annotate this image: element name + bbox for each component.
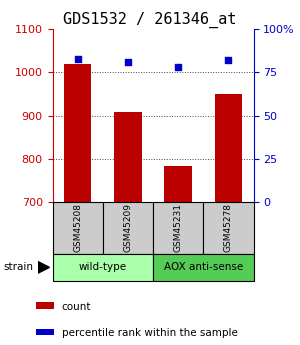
Text: AOX anti-sense: AOX anti-sense: [164, 263, 243, 272]
Bar: [52, 202, 103, 254]
Text: GSM45209: GSM45209: [123, 203, 132, 252]
Bar: [214, 94, 242, 202]
Text: percentile rank within the sample: percentile rank within the sample: [61, 328, 237, 338]
Bar: [52, 254, 153, 281]
Text: GSM45231: GSM45231: [174, 203, 183, 252]
Text: wild-type: wild-type: [79, 263, 127, 272]
Bar: [36, 328, 54, 335]
Text: count: count: [61, 302, 91, 312]
Bar: [203, 202, 254, 254]
Point: [176, 65, 181, 70]
Text: GSM45208: GSM45208: [73, 203, 82, 252]
Bar: [153, 202, 203, 254]
Bar: [153, 254, 254, 281]
Bar: [36, 303, 54, 309]
Bar: [64, 64, 92, 202]
Bar: [114, 112, 142, 202]
Text: GSM45278: GSM45278: [224, 203, 233, 252]
Text: strain: strain: [3, 263, 33, 272]
Polygon shape: [38, 262, 50, 273]
Bar: [164, 166, 192, 202]
Point: [125, 59, 130, 65]
Bar: [103, 202, 153, 254]
Point: [226, 58, 231, 63]
Text: GDS1532 / 261346_at: GDS1532 / 261346_at: [63, 12, 237, 28]
Point: [75, 56, 80, 61]
